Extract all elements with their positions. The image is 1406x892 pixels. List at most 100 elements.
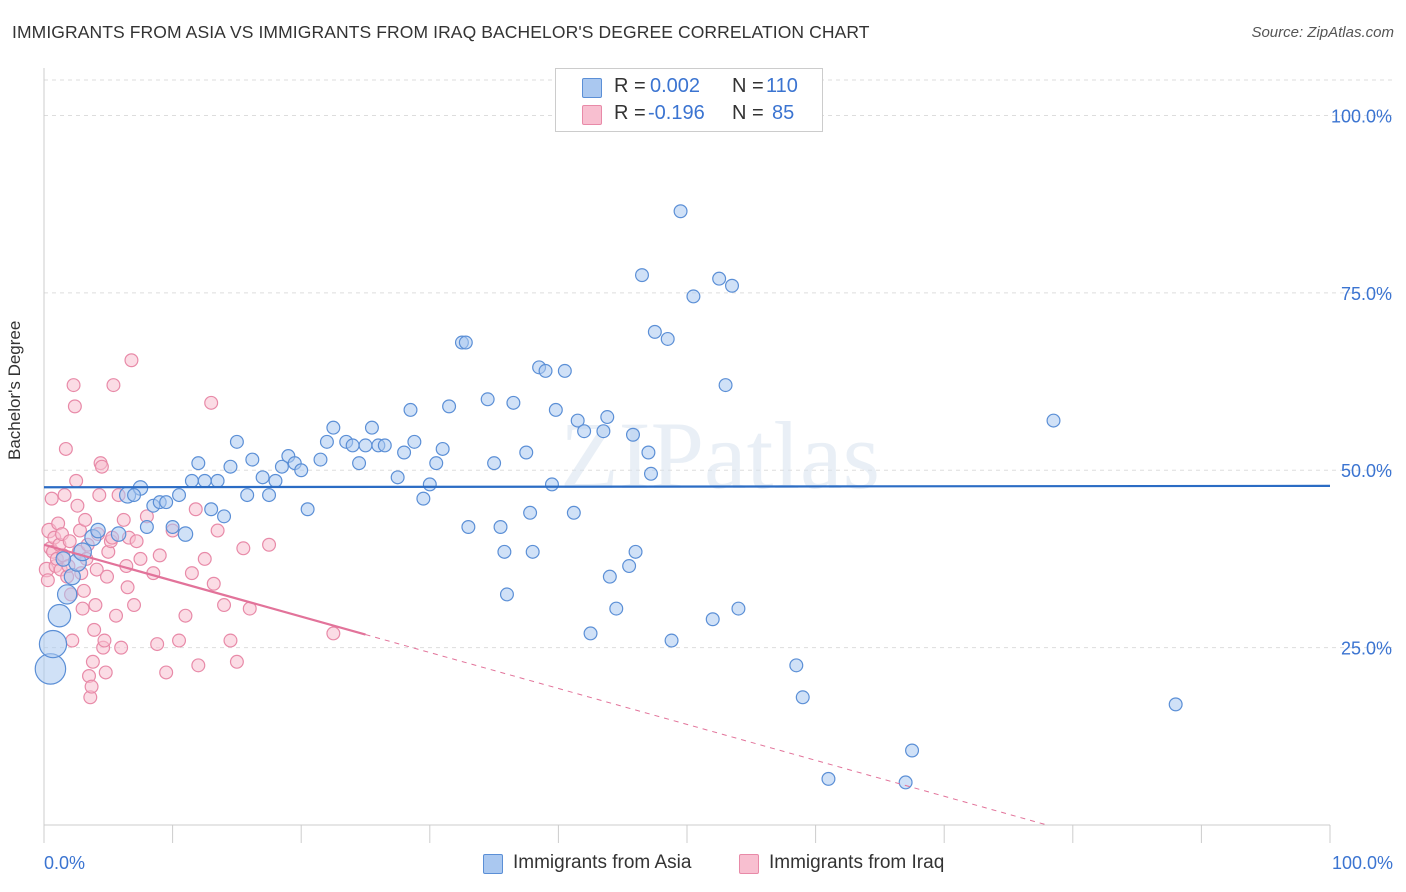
asia-point [229, 434, 244, 449]
iraq-point [94, 459, 109, 474]
iraq-point [204, 395, 219, 410]
asia-point [664, 633, 679, 648]
iraq-point [85, 654, 100, 669]
iraq-point [88, 598, 103, 613]
asia-point [416, 491, 431, 506]
asia-point [497, 544, 512, 559]
legend-n-label: N = [732, 75, 764, 97]
iraq-point [97, 633, 112, 648]
iraq-point [191, 658, 206, 673]
iraq-point [127, 598, 142, 613]
iraq-point [98, 665, 113, 680]
iraq-point [92, 488, 107, 503]
asia-point [377, 438, 392, 453]
legend-asia-r: 0.002 [650, 75, 701, 97]
iraq-trend-line-extension [365, 634, 1048, 826]
y-tick-labels: 25.0% 50.0% 75.0% 100.0% [1331, 106, 1392, 658]
asia-point [499, 587, 514, 602]
iraq-point [78, 512, 93, 527]
asia-point [821, 771, 836, 786]
iraq-point [84, 679, 99, 694]
asia-point [223, 459, 238, 474]
bottom-legend-asia-label: Immigrants from Asia [513, 852, 692, 873]
legend-r-label: R = [614, 75, 646, 97]
asia-point [577, 424, 592, 439]
iraq-swatch [582, 105, 602, 125]
asia-series [34, 204, 1183, 790]
trend-lines [43, 484, 1331, 826]
asia-point [557, 363, 572, 378]
iraq-point [114, 640, 129, 655]
x-tick-label-min: 0.0% [44, 853, 85, 873]
y-axis-title: Bachelor's Degree [5, 320, 24, 460]
iraq-point [76, 583, 91, 598]
iraq-point [40, 573, 55, 588]
chart-title: IMMIGRANTS FROM ASIA VS IMMIGRANTS FROM … [12, 22, 870, 42]
legend-r-label: R = [614, 102, 646, 124]
y-tick-label: 100.0% [1331, 106, 1392, 126]
iraq-point [106, 378, 121, 393]
asia-trend-line [43, 484, 1331, 489]
asia-point [352, 456, 367, 471]
asia-point [274, 459, 289, 474]
asia-point [789, 658, 804, 673]
iraq-point [133, 551, 148, 566]
y-tick-label: 50.0% [1341, 461, 1392, 481]
iraq-point [65, 633, 80, 648]
iraq-point [109, 608, 124, 623]
iraq-point [87, 622, 102, 637]
legend-iraq-r: -0.196 [648, 102, 705, 124]
asia-point [403, 402, 418, 417]
asia-point [262, 488, 277, 503]
asia-point [641, 445, 656, 460]
asia-point [712, 271, 727, 286]
asia-point [429, 456, 444, 471]
iraq-point [223, 633, 238, 648]
iraq-point [326, 626, 341, 641]
asia-point [487, 456, 502, 471]
iraq-point [152, 548, 167, 563]
asia-point [326, 420, 341, 435]
asia-point [38, 629, 68, 659]
asia-point [47, 603, 72, 628]
asia-point [165, 519, 180, 534]
x-tick-labels: 0.0% 100.0% [44, 853, 1393, 873]
asia-point [245, 452, 260, 467]
iraq-point [150, 637, 165, 652]
source-label: Source: ZipAtlas.com [1251, 24, 1394, 41]
asia-point [197, 473, 212, 488]
asia-point [493, 519, 508, 534]
asia-point [673, 204, 688, 219]
asia-point [544, 477, 559, 492]
asia-point [643, 466, 658, 481]
asia-point [458, 335, 473, 350]
asia-point [345, 438, 360, 453]
asia-point [898, 775, 913, 790]
y-tick-label: 25.0% [1341, 639, 1392, 659]
asia-point [407, 434, 422, 449]
asia-point [34, 653, 67, 685]
iraq-series [38, 353, 341, 705]
asia-point [660, 331, 675, 346]
iraq-point [44, 491, 59, 506]
asia-point [602, 569, 617, 584]
asia-point [127, 488, 142, 503]
asia-point [480, 392, 495, 407]
asia-point [172, 488, 187, 503]
iraq-point [100, 569, 115, 584]
iraq-point [70, 498, 85, 513]
asia-swatch [483, 854, 503, 874]
iraq-point [129, 534, 144, 549]
asia-point [1046, 413, 1061, 428]
iraq-point [217, 598, 232, 613]
asia-point [705, 612, 720, 627]
iraq-point [89, 562, 104, 577]
asia-point [397, 445, 412, 460]
asia-point [210, 473, 225, 488]
iraq-trend-line [43, 543, 366, 636]
asia-point [390, 470, 405, 485]
asia-point [358, 438, 373, 453]
asia-point [506, 395, 521, 410]
iraq-point [236, 541, 251, 556]
axes [43, 68, 1331, 843]
